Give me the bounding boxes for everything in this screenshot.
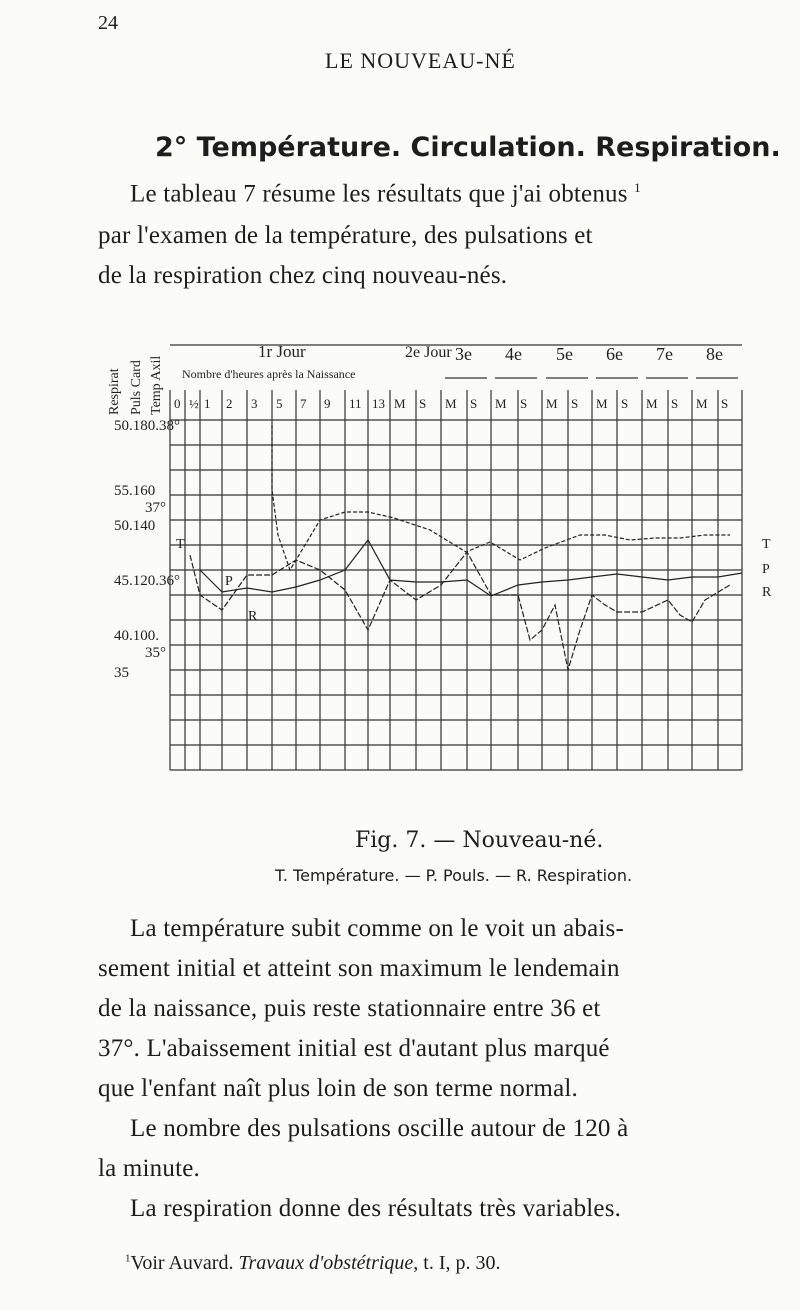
day-label: 6e: [606, 344, 623, 364]
footnote-marker: 1: [125, 1252, 131, 1265]
hour-label: 13: [372, 396, 385, 411]
y-label: 35°: [145, 645, 166, 661]
evening-label: S: [721, 396, 728, 411]
page-number: 24: [98, 12, 118, 34]
day-label: 2e Jour: [405, 344, 452, 361]
hour-label: 7: [300, 396, 307, 411]
y-label: 45.120.36°: [114, 573, 180, 589]
grid: [169, 344, 743, 771]
morning-label: M: [546, 396, 558, 411]
hour-label: 11: [349, 396, 362, 411]
morning-label: M: [646, 396, 658, 411]
day-label: 4e: [505, 344, 522, 364]
footnote-work: Travaux d'obstétrique: [238, 1252, 414, 1274]
day-label: 1r Jour: [258, 342, 306, 361]
legend-letter: P: [225, 574, 233, 589]
legend-letters: T P R T P R: [176, 537, 772, 624]
morning-label: M: [445, 396, 457, 411]
evening-label: S: [419, 396, 426, 411]
hour-label: 1: [204, 396, 211, 411]
day-label: 8e: [706, 344, 723, 364]
text-line: la minute.: [98, 1155, 200, 1182]
legend-letter: P: [762, 562, 770, 577]
evening-label: S: [621, 396, 628, 411]
morning-label: M: [495, 396, 507, 411]
y-label: 35: [114, 665, 129, 681]
morning-label: M: [596, 396, 608, 411]
hour-label: 5: [276, 396, 283, 411]
day-labels: 3e 4e 5e 6e 7e 8e: [455, 344, 723, 364]
caption-legend: T. Température. — P. Pouls. — R. Respira…: [275, 866, 633, 885]
figure: Respirat Puls Card Temp Axil 1r Jour Nom…: [107, 342, 772, 771]
legend-letter: R: [248, 609, 258, 624]
text-line: de la respiration chez cinq nouveau-nés.: [98, 262, 508, 289]
day-label: 7e: [656, 344, 673, 364]
text-line: La respiration donne des résultats très …: [130, 1195, 622, 1222]
morning-label: M: [696, 396, 708, 411]
hour-label: 2: [226, 396, 233, 411]
footnote-ref: 1: [634, 180, 641, 195]
text-line: Le nombre des pulsations oscille autour …: [130, 1115, 629, 1142]
row-header: Respirat: [107, 368, 122, 415]
text-line: sement initial et atteint son maximum le…: [98, 955, 620, 982]
y-label: 40.100.: [114, 628, 159, 644]
temperature-curve: [271, 425, 730, 572]
evening-label: S: [671, 396, 678, 411]
hour-label: ½: [189, 396, 199, 411]
morning-label: M: [394, 396, 406, 411]
row-header: Puls Card: [129, 360, 144, 415]
curves: [189, 425, 743, 671]
hour-label: 0: [174, 396, 181, 411]
row-headers: Respirat Puls Card Temp Axil: [107, 356, 164, 415]
legend-letter: T: [762, 537, 771, 552]
hour-labels: 0 ½ 1 2 3 5 7 9 11 13 M S M S M S M S M S M S M S: [174, 396, 728, 411]
text-line: La température subit comme on le voit un…: [130, 915, 624, 942]
y-label: 37°: [145, 500, 166, 516]
running-title: LE NOUVEAU-NÉ: [325, 48, 516, 73]
hour-label: 9: [324, 396, 331, 411]
row-header: Temp Axil: [149, 356, 164, 415]
text-line: de la naissance, puis reste stationnaire…: [98, 995, 601, 1022]
y-label: 50.140: [114, 518, 155, 534]
y-label: 55.160: [114, 483, 155, 499]
text-line: 37°. L'abaissement initial est d'autant …: [98, 1035, 610, 1062]
evening-label: S: [571, 396, 578, 411]
y-label: 50.180.38°: [114, 418, 180, 434]
text-line: par l'examen de la température, des puls…: [98, 222, 593, 249]
footnote-reference: , t. I, p. 30.: [413, 1252, 501, 1274]
respiration-curve: [189, 550, 731, 671]
text-line: Le tableau 7 résume les résultats que j'…: [130, 180, 641, 208]
evening-label: S: [520, 396, 527, 411]
day-label: 3e: [455, 344, 472, 364]
text-line: que l'enfant naît plus loin de son terme…: [98, 1075, 578, 1102]
caption-title: Fig. 7. — Nouveau-né.: [355, 828, 604, 853]
hours-label: Nombre d'heures après la Naissance: [182, 367, 355, 381]
pulse-curve: [199, 538, 743, 597]
evening-label: S: [470, 396, 477, 411]
section-heading: 2° Température. Circulation. Respiration…: [155, 132, 781, 163]
footnote-text: Voir Auvard.: [130, 1252, 234, 1274]
legend-letter: R: [762, 585, 772, 600]
hour-label: 3: [251, 396, 258, 411]
y-labels: 50.180.38° 55.160 37° 50.140 45.120.36° …: [114, 418, 180, 681]
day-label: 5e: [556, 344, 573, 364]
footnote: 1Voir Auvard. Travaux d'obstétrique, t. …: [125, 1252, 501, 1275]
text-span: Le tableau 7 résume les résultats que j'…: [130, 180, 628, 208]
legend-letter: T: [176, 537, 185, 552]
